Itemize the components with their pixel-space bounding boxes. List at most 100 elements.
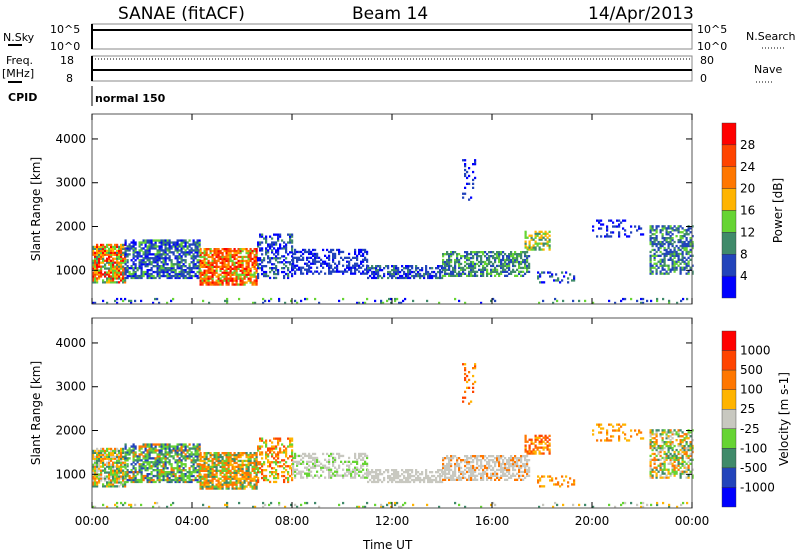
- data-cell: [96, 463, 99, 466]
- data-cell: [500, 270, 503, 273]
- data-cell: [225, 471, 228, 474]
- data-cell: [100, 257, 103, 260]
- data-cell: [136, 461, 139, 464]
- data-cell: [450, 468, 453, 472]
- data-cell: [110, 251, 113, 254]
- data-cell: [152, 465, 155, 468]
- data-cell: [229, 479, 232, 482]
- data-cell: [184, 253, 187, 256]
- data-cell: [563, 275, 566, 278]
- data-cell: [142, 251, 145, 254]
- data-cell: [198, 443, 201, 446]
- data-cell: [458, 466, 461, 470]
- data-cell: [156, 449, 159, 452]
- data-cell: [415, 471, 418, 474]
- data-cell: [227, 248, 230, 251]
- colorbar-swatch: [721, 166, 737, 189]
- data-cell: [207, 459, 210, 463]
- data-cell: [168, 463, 171, 466]
- data-cell: [205, 271, 208, 274]
- data-cell: [168, 478, 171, 482]
- data-cell: [106, 277, 109, 280]
- data-cell: [128, 457, 131, 460]
- data-cell: [405, 480, 408, 484]
- data-cell: [466, 170, 469, 174]
- data-cell: [661, 258, 664, 261]
- data-cell: [540, 230, 543, 233]
- data-cell: [221, 263, 224, 266]
- data-cell: [231, 281, 234, 284]
- data-cell: [158, 270, 161, 274]
- data-cell: [685, 250, 688, 254]
- data-cell: [233, 483, 236, 486]
- data-cell: [689, 231, 692, 234]
- data-cell: [439, 473, 442, 476]
- data-cell: [300, 270, 303, 273]
- data-cell: [215, 475, 218, 478]
- data-cell: [132, 447, 135, 450]
- data-cell: [235, 469, 238, 472]
- data-cell: [310, 250, 313, 254]
- data-cell: [138, 447, 141, 450]
- data-cell: [249, 253, 252, 257]
- data-cell: [415, 269, 418, 272]
- data-cell: [267, 249, 270, 252]
- data-cell: [152, 461, 155, 464]
- data-cell: [203, 269, 206, 272]
- data-cell: [146, 451, 149, 454]
- data-cell: [108, 255, 111, 258]
- data-cell: [283, 459, 286, 462]
- data-cell: [221, 475, 224, 478]
- data-cell: [665, 272, 668, 275]
- data-cell: [194, 449, 197, 452]
- data-cell: [146, 253, 149, 256]
- data-cell: [364, 250, 367, 254]
- data-cell: [245, 265, 248, 268]
- data-cell: [211, 487, 214, 490]
- data-cell: [653, 258, 656, 261]
- data-cell: [150, 276, 153, 280]
- data-cell: [217, 253, 220, 257]
- data-cell: [134, 255, 137, 258]
- data-cell: [247, 257, 250, 261]
- data-cell: [448, 255, 451, 258]
- data-cell: [259, 249, 262, 252]
- data-cell: [213, 477, 216, 480]
- data-cell: [472, 186, 475, 189]
- data-cell: [512, 457, 515, 460]
- data-cell: [540, 236, 543, 239]
- data-cell: [184, 270, 187, 274]
- data-cell: [464, 251, 467, 254]
- data-cell: [96, 475, 99, 478]
- data-cell: [225, 263, 228, 266]
- data-cell: [98, 451, 101, 454]
- data-cell: [162, 253, 165, 256]
- data-cell: [338, 464, 341, 467]
- data-cell: [196, 474, 199, 478]
- data-cell: [546, 240, 549, 243]
- data-cell: [468, 468, 471, 472]
- data-cell: [669, 240, 672, 244]
- data-cell: [482, 457, 485, 460]
- data-cell: [334, 262, 337, 265]
- data-cell: [464, 186, 467, 189]
- data-cell: [679, 235, 682, 238]
- data-cell: [677, 246, 680, 250]
- data-cell: [152, 245, 155, 248]
- data-cell: [122, 473, 125, 476]
- data-cell: [283, 267, 286, 270]
- data-cell: [94, 247, 97, 250]
- data-cell: [296, 472, 299, 475]
- data-cell: [174, 447, 177, 450]
- data-cell: [257, 478, 260, 482]
- data-cell: [255, 263, 258, 266]
- data-cell: [132, 455, 135, 458]
- data-cell: [665, 229, 668, 232]
- data-cell: [498, 478, 501, 481]
- data-cell: [203, 463, 206, 467]
- data-cell: [506, 255, 509, 258]
- data-cell: [304, 268, 307, 271]
- data-cell: [118, 277, 121, 280]
- data-cell: [221, 465, 224, 468]
- data-cell: [655, 272, 658, 275]
